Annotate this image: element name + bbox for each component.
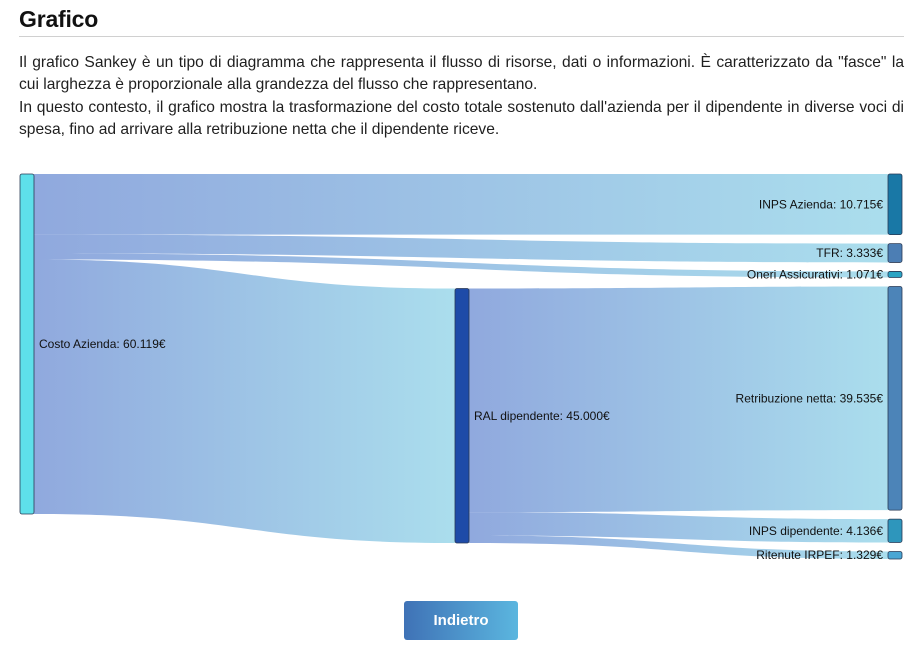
sankey-link-ral-irpef — [469, 535, 888, 559]
sankey-node-oneri[interactable] — [887, 271, 903, 278]
sankey-label-oneri: Oneri Assicurativi: 1.071€ — [747, 267, 883, 281]
sankey-label-costo: Costo Azienda: 60.119€ — [39, 337, 166, 351]
sankey-label-inps_az: INPS Azienda: 10.715€ — [759, 197, 883, 211]
sankey-label-ral: RAL dipendente: 45.000€ — [474, 409, 610, 423]
sankey-link-ral-inps_dip — [469, 512, 888, 543]
sankey-link-costo-tfr — [34, 234, 888, 263]
sankey-link-costo-oneri — [34, 253, 888, 278]
sankey-node-inps_az[interactable] — [887, 173, 903, 235]
sankey-label-irpef: Ritenute IRPEF: 1.329€ — [756, 548, 883, 562]
sankey-chart: Costo Azienda: 60.119€ INPS Azienda: 10.7… — [19, 173, 903, 562]
sankey-label-netta: Retribuzione netta: 39.535€ — [736, 391, 884, 405]
sankey-links — [34, 174, 888, 559]
sankey-nodes — [19, 173, 903, 560]
sankey-label-inps_dip: INPS dipendente: 4.136€ — [749, 524, 883, 538]
sankey-link-costo-inps_az — [34, 174, 888, 235]
sankey-node-inps_dip[interactable] — [887, 518, 903, 543]
description-paragraph-2: In questo contesto, il grafico mostra la… — [19, 99, 904, 138]
sankey-node-irpef[interactable] — [887, 551, 903, 560]
sankey-node-tfr[interactable] — [887, 243, 903, 263]
sankey-node-netta[interactable] — [887, 286, 903, 511]
sankey-link-ral-netta — [469, 286, 888, 513]
sankey-node-ral[interactable] — [454, 288, 470, 544]
sankey-node-costo[interactable] — [19, 173, 35, 515]
sankey-labels: Costo Azienda: 60.119€ INPS Azienda: 10.7… — [39, 197, 883, 562]
sankey-label-tfr: TFR: 3.333€ — [816, 246, 883, 260]
description-paragraph-1: Il grafico Sankey è un tipo di diagramma… — [19, 54, 904, 93]
back-button[interactable]: Indietro — [404, 601, 518, 640]
title-divider — [19, 36, 904, 37]
sankey-link-costo-ral — [34, 259, 455, 543]
page-title: Grafico — [19, 6, 99, 32]
